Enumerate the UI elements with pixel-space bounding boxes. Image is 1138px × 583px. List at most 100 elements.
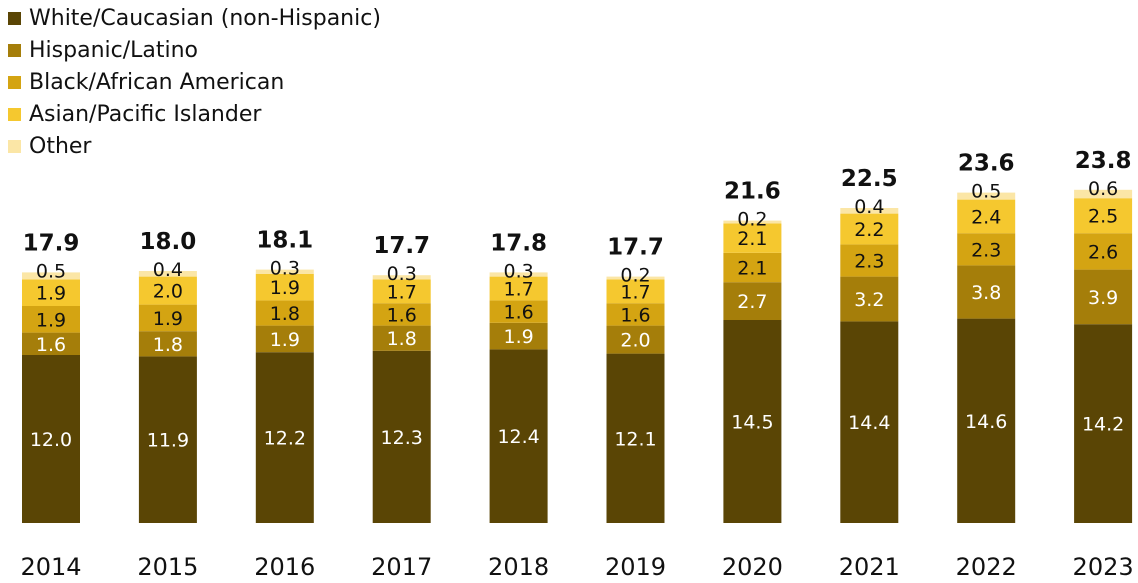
data-label: 12.2 <box>264 428 306 450</box>
legend-label: Other <box>29 133 92 159</box>
legend-swatch <box>8 107 21 121</box>
bar-segment <box>22 355 80 523</box>
data-label: 14.4 <box>848 412 890 434</box>
bar-segment <box>1074 269 1133 325</box>
bar-segment <box>22 332 80 355</box>
data-label: 3.2 <box>854 289 884 311</box>
bar-segment <box>840 321 899 523</box>
x-tick-label: 2023 <box>1073 553 1134 581</box>
bar-segment <box>489 276 548 301</box>
data-label: 2.5 <box>1088 206 1118 228</box>
bar-segment <box>138 331 197 357</box>
data-label: 0.5 <box>971 181 1001 203</box>
data-label: 1.9 <box>153 308 183 330</box>
data-label: 1.9 <box>36 309 66 331</box>
total-label: 18.0 <box>140 229 197 255</box>
bar-segment <box>489 272 548 277</box>
x-tick-label: 2020 <box>722 553 783 581</box>
data-label: 1.8 <box>153 334 183 356</box>
data-label: 2.6 <box>1088 241 1118 263</box>
legend-swatch <box>8 11 21 25</box>
bar-segment <box>606 353 665 523</box>
total-label: 17.8 <box>490 230 547 256</box>
bar-segment <box>723 252 782 283</box>
x-tick-label: 2014 <box>20 553 81 581</box>
x-tick-label: 2018 <box>488 553 549 581</box>
data-label: 0.5 <box>36 260 66 282</box>
bar-segment <box>840 208 899 214</box>
data-label: 1.6 <box>36 334 66 356</box>
bar-segment <box>138 271 197 277</box>
data-label: 2.0 <box>620 330 650 352</box>
bar-segment <box>255 269 314 274</box>
data-label: 1.9 <box>503 326 533 348</box>
bar-segment <box>606 279 665 304</box>
data-label: 1.6 <box>387 304 417 326</box>
legend-item: Black/African American <box>8 66 381 98</box>
data-label: 1.6 <box>620 304 650 326</box>
data-label: 0.3 <box>503 260 533 282</box>
data-label: 1.7 <box>503 279 533 301</box>
data-label: 2.0 <box>153 281 183 303</box>
data-label: 0.2 <box>737 209 767 231</box>
data-label: 3.8 <box>971 282 1001 304</box>
total-label: 23.6 <box>958 151 1015 177</box>
data-label: 0.4 <box>854 196 884 218</box>
data-label: 1.9 <box>36 283 66 305</box>
bar-segment <box>372 325 431 351</box>
data-label: 14.6 <box>965 411 1007 433</box>
bar-segment <box>255 352 314 523</box>
chart-legend: White/Caucasian (non-Hispanic) Hispanic/L… <box>8 2 381 162</box>
bar-segment <box>840 276 899 322</box>
x-tick-label: 2021 <box>839 553 900 581</box>
data-label: 0.4 <box>153 259 183 281</box>
legend-swatch <box>8 43 21 57</box>
data-label: 14.2 <box>1082 414 1124 436</box>
bar-segment <box>957 199 1016 234</box>
data-label: 11.9 <box>147 430 189 452</box>
bar-segment <box>22 272 80 280</box>
bar-segment <box>255 300 314 326</box>
bar-segment <box>1074 233 1133 270</box>
bar-segment <box>1074 198 1133 234</box>
data-label: 3.9 <box>1088 287 1118 309</box>
data-label: 2.2 <box>854 219 884 241</box>
data-label: 1.7 <box>620 281 650 303</box>
data-label: 12.1 <box>614 428 656 450</box>
bar-segment <box>255 325 314 353</box>
data-label: 0.3 <box>387 263 417 285</box>
x-tick-label: 2019 <box>605 553 666 581</box>
data-label: 1.9 <box>270 329 300 351</box>
bar-segment <box>22 306 80 333</box>
bar-segment <box>1074 189 1133 199</box>
data-label: 0.2 <box>620 265 650 287</box>
bar-segment <box>138 304 197 332</box>
total-label: 23.8 <box>1075 148 1132 174</box>
data-label: 2.3 <box>854 251 884 273</box>
data-label: 1.6 <box>503 302 533 324</box>
legend-item: Other <box>8 130 381 162</box>
legend-label: Asian/Pacific Islander <box>29 101 262 127</box>
legend-label: Hispanic/Latino <box>29 37 199 63</box>
data-label: 2.3 <box>971 239 1001 261</box>
bar-segment <box>372 279 431 304</box>
data-label: 2.7 <box>737 291 767 313</box>
total-label: 18.1 <box>256 228 313 254</box>
data-label: 1.8 <box>387 328 417 350</box>
bar-segment <box>723 320 782 523</box>
bar-segment <box>372 275 431 280</box>
data-label: 0.6 <box>1088 178 1118 200</box>
legend-swatch <box>8 139 21 153</box>
bar-segment <box>957 265 1016 319</box>
bar-segment <box>138 276 197 305</box>
data-label: 12.3 <box>381 427 423 449</box>
total-label: 17.9 <box>23 230 80 256</box>
legend-item: Asian/Pacific Islander <box>8 98 381 130</box>
bar-segment <box>723 223 782 253</box>
data-label: 14.5 <box>731 412 773 434</box>
data-label: 1.7 <box>387 281 417 303</box>
legend-swatch <box>8 75 21 89</box>
bar-segment <box>723 220 782 224</box>
legend-item: Hispanic/Latino <box>8 34 381 66</box>
